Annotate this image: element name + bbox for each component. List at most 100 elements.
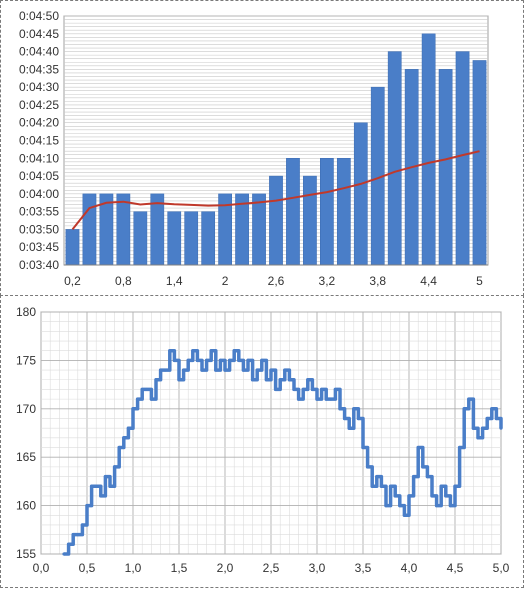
data-point [315,397,319,401]
data-point [467,397,471,401]
x-tick-label: 5,0 [493,561,510,575]
y-tick-label: 0:03:50 [19,222,59,236]
y-tick-label: 0:04:50 [19,9,59,23]
y-tick-label: 0:04:15 [19,134,59,148]
data-point [62,552,66,556]
x-tick-label: 2,5 [263,561,280,575]
x-tick-label: 5 [476,274,483,288]
y-tick-label: 0:04:30 [19,80,59,94]
data-point [287,378,291,382]
data-point [177,378,181,382]
data-point [389,484,393,488]
data-point [214,368,218,372]
y-tick-label: 0:04:40 [19,45,59,59]
y-tick-label: 175 [16,353,36,367]
y-tick-label: 165 [16,450,36,464]
bar [133,211,148,266]
y-tick-label: 0:04:00 [19,187,59,201]
bar [303,175,317,266]
data-point [67,542,71,546]
data-point [149,397,153,401]
data-point [310,387,314,392]
data-point [103,474,107,479]
data-point [172,358,176,362]
data-point [320,387,324,392]
data-point [168,349,172,353]
y-tick-label: 180 [16,305,36,319]
data-point [462,407,466,411]
y-tick-label: 0:03:40 [19,258,59,272]
data-point [412,474,416,479]
bottom-chart-panel: 155 160 165 170 175 180 0,0 0,5 1,0 1,5 2,0 2,5 3,0 3… [0,295,524,588]
data-point [90,484,94,488]
data-point [228,358,232,362]
data-point [361,445,365,450]
data-point [379,484,383,488]
bar [82,193,97,266]
data-point [421,465,425,469]
data-point [338,407,342,411]
data-point [499,426,503,430]
data-point [136,397,140,401]
data-point [218,358,222,362]
data-point [283,368,287,372]
bar [438,69,453,266]
data-point [402,513,406,517]
x-tick-label: 1,5 [171,561,188,575]
data-point [375,474,379,479]
bar [201,211,216,266]
data-point [108,484,112,488]
data-point [347,426,351,430]
x-tick-label: 2,6 [268,274,285,288]
data-point [140,387,144,392]
data-point [370,484,374,488]
data-point [182,368,186,372]
bar [150,193,165,266]
data-point [458,445,462,450]
data-point [260,358,264,362]
data-point [76,533,80,537]
data-point [448,504,452,508]
data-point [297,397,301,401]
data-point [131,407,135,411]
data-point [163,368,167,372]
data-point [352,407,356,411]
data-point [71,533,75,537]
data-point [209,349,213,353]
data-point [416,445,420,450]
data-point [195,358,199,362]
data-point [99,494,103,498]
x-tick-label: 0,5 [79,561,96,575]
y-tick-label: 0:04:20 [19,116,59,130]
x-tick-label: 0,0 [33,561,50,575]
data-point [159,368,163,372]
x-tick-label: 3,5 [355,561,372,575]
x-tick-label: 4,5 [447,561,464,575]
data-point [251,378,255,382]
x-tick-label: 1,0 [125,561,142,575]
data-point [241,368,245,372]
bar-chart: 0:03:40 0:03:45 0:03:50 0:03:55 0:04:00 0:04:… [19,9,489,288]
bar [387,51,402,266]
data-point [145,387,149,392]
bar [421,33,436,266]
data-point [324,397,328,401]
data-point [200,368,204,372]
series-line [64,348,503,556]
line-chart: 155 160 165 170 175 180 0,0 0,5 1,0 1,5 2,0 2,5 3,0 3… [16,305,510,575]
data-point [476,436,480,440]
data-point [292,387,296,392]
bar [472,60,487,266]
data-point [232,349,236,353]
data-point [269,368,273,372]
data-point [398,504,402,508]
data-point [490,407,494,411]
y-tick-label: 0:04:45 [19,27,59,41]
data-point [255,368,259,372]
trend-line [71,150,480,231]
data-point [80,523,84,527]
data-point [384,504,388,508]
data-point [393,494,397,498]
x-tick-label: 3,0 [309,561,326,575]
y-tick-label: 0:03:45 [19,240,59,254]
